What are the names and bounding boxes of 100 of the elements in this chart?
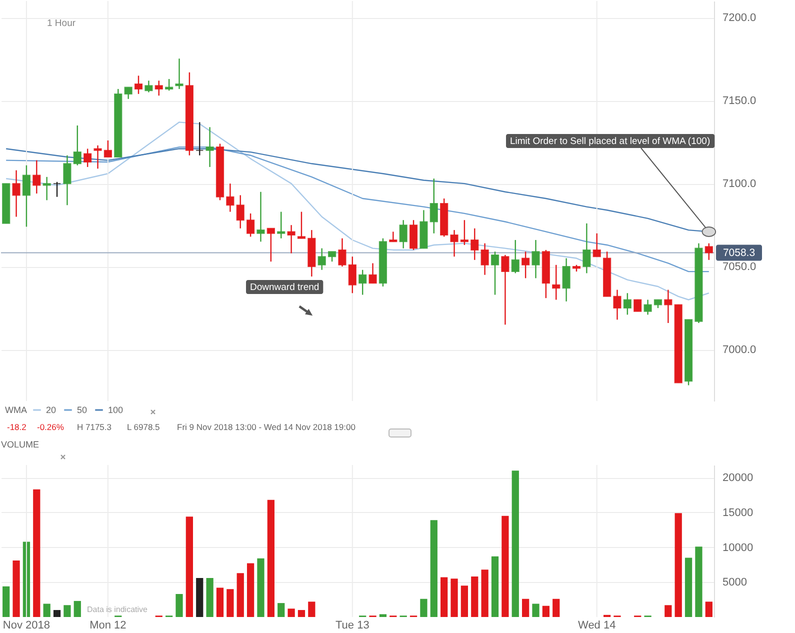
bar bbox=[43, 604, 50, 617]
x-tick-label: Wed 14 bbox=[578, 620, 616, 632]
candlestick bbox=[175, 58, 184, 90]
candlestick bbox=[562, 258, 570, 302]
candlestick bbox=[63, 154, 72, 206]
bar bbox=[552, 598, 560, 617]
candlestick bbox=[165, 78, 174, 92]
bar bbox=[206, 578, 214, 617]
candlestick bbox=[22, 164, 31, 228]
bar bbox=[64, 605, 71, 617]
legend-label: 50 bbox=[77, 405, 88, 415]
candlestick bbox=[634, 299, 642, 312]
y-tick-label: 7100.0 bbox=[722, 178, 756, 190]
y-tick-label: 7150.0 bbox=[722, 95, 756, 108]
candlestick bbox=[490, 251, 500, 296]
text: -0.26% bbox=[37, 422, 64, 432]
bar bbox=[695, 546, 702, 617]
bar bbox=[2, 586, 10, 617]
x-tick-label: Tue 13 bbox=[335, 620, 370, 632]
y-tick-label: 5000 bbox=[722, 576, 747, 589]
text: H 7175.3 bbox=[77, 422, 112, 432]
legend-title: WMA bbox=[5, 405, 27, 415]
y-tick-label: 15000 bbox=[722, 506, 754, 519]
chart-title: VOLUME bbox=[1, 440, 40, 450]
candlestick bbox=[246, 212, 255, 238]
candlestick bbox=[430, 178, 438, 234]
candlestick bbox=[522, 251, 530, 279]
candlestick bbox=[460, 219, 469, 246]
bar bbox=[186, 516, 193, 617]
bar bbox=[502, 516, 509, 617]
candlestick bbox=[389, 231, 398, 242]
candlestick bbox=[12, 170, 20, 218]
candlestick bbox=[582, 222, 591, 274]
bar bbox=[196, 578, 204, 617]
candlestick bbox=[552, 264, 560, 300]
candlestick bbox=[124, 86, 132, 100]
bar bbox=[12, 560, 20, 617]
bar bbox=[257, 558, 264, 617]
bar bbox=[267, 500, 274, 617]
candlestick bbox=[73, 124, 82, 166]
text: 1 Hour bbox=[47, 18, 76, 29]
bar bbox=[236, 573, 244, 617]
bar bbox=[226, 589, 234, 617]
bar bbox=[278, 603, 285, 617]
text: -18.2 bbox=[7, 422, 27, 432]
candlestick bbox=[501, 254, 510, 326]
candlestick bbox=[84, 148, 92, 168]
line-series bbox=[5, 146, 710, 272]
bar bbox=[450, 578, 458, 617]
candlestick bbox=[318, 248, 326, 270]
bar bbox=[705, 602, 712, 617]
legend-label: 20 bbox=[46, 405, 56, 415]
candlestick bbox=[266, 228, 275, 262]
candlestick bbox=[511, 239, 520, 274]
candlestick bbox=[226, 182, 234, 212]
candlestick bbox=[287, 224, 296, 254]
bar bbox=[53, 610, 61, 617]
line-series bbox=[5, 122, 710, 300]
bar bbox=[440, 577, 448, 617]
bar bbox=[246, 563, 254, 617]
legend-label: 100 bbox=[108, 405, 124, 415]
candlestick bbox=[664, 289, 672, 324]
candlestick bbox=[338, 238, 346, 268]
candlestick bbox=[134, 75, 143, 95]
bar bbox=[420, 598, 428, 617]
candlestick bbox=[704, 242, 713, 261]
bar bbox=[481, 570, 488, 617]
y-tick-label: 7050.0 bbox=[722, 261, 756, 274]
bar bbox=[33, 489, 40, 617]
annotation: Limit Order to Sell placed at level of WMA (100) bbox=[510, 136, 710, 147]
candlestick bbox=[236, 194, 244, 229]
bar bbox=[684, 558, 692, 617]
candlestick bbox=[470, 228, 479, 261]
candlestick bbox=[277, 211, 286, 239]
bar bbox=[216, 588, 224, 617]
candlestick bbox=[358, 269, 367, 296]
candlestick bbox=[144, 80, 153, 93]
bar bbox=[532, 604, 540, 617]
text: L 6978.5 bbox=[127, 422, 160, 432]
bar bbox=[664, 605, 672, 617]
bar bbox=[430, 520, 438, 617]
candlestick bbox=[409, 219, 418, 251]
y-tick-label: 10000 bbox=[722, 542, 754, 554]
x-tick-label: Mon 12 bbox=[90, 620, 126, 632]
bar bbox=[288, 608, 295, 617]
candlestick bbox=[644, 299, 652, 316]
bar bbox=[512, 470, 519, 617]
bar bbox=[674, 513, 682, 617]
bar bbox=[460, 586, 468, 617]
candlestick bbox=[592, 232, 601, 258]
candlestick bbox=[154, 80, 163, 96]
y-tick-label: 7000.0 bbox=[722, 344, 756, 356]
text: Fri 9 Nov 2018 13:00 - Wed 14 Nov 2018 19:00 bbox=[177, 422, 356, 432]
bar bbox=[491, 556, 499, 617]
candlestick bbox=[480, 242, 489, 276]
candlestick bbox=[450, 229, 458, 258]
candlestick bbox=[52, 181, 62, 198]
annotation: Downward trend bbox=[250, 282, 320, 293]
bar bbox=[176, 594, 183, 617]
candlestick bbox=[104, 140, 112, 158]
